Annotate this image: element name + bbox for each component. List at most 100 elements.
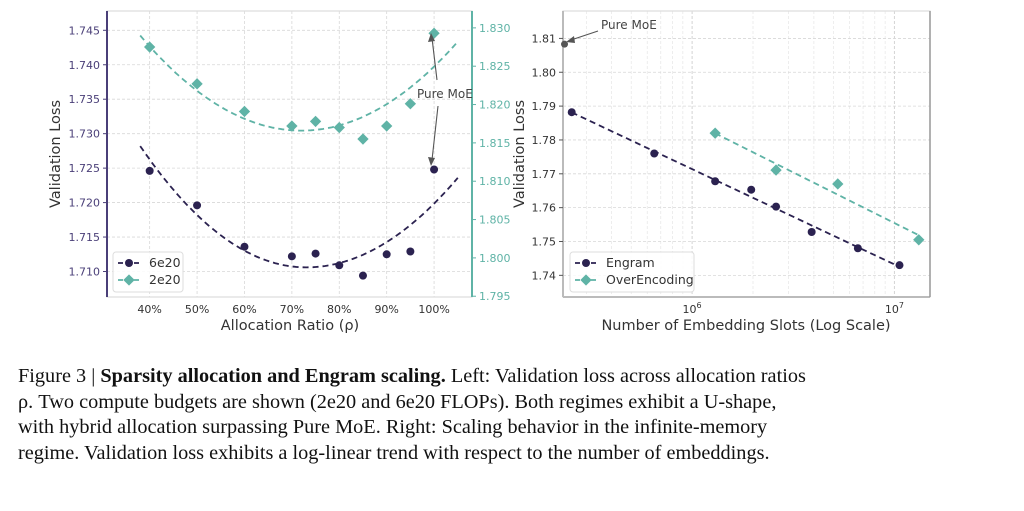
arrowhead-icon xyxy=(566,36,575,43)
x-tick-label: 107 xyxy=(885,301,904,316)
legend-label-2e20: 2e20 xyxy=(149,272,181,287)
y-tick-label-right: 1.825 xyxy=(479,60,511,73)
right-x-axis-label: Number of Embedding Slots (Log Scale) xyxy=(601,318,890,334)
arrowhead-icon xyxy=(428,157,435,166)
y-tick-label-left: 1.720 xyxy=(69,197,101,210)
point-6e20 xyxy=(145,166,154,175)
point-engram xyxy=(747,185,756,194)
x-tick-exponent: 6 xyxy=(697,301,702,310)
point-2e20 xyxy=(357,133,369,145)
left-x-axis-label: Allocation Ratio (ρ) xyxy=(221,318,359,334)
point-engram xyxy=(567,108,576,117)
y-tick-label: 1.80 xyxy=(532,66,557,79)
y-tick-label: 1.76 xyxy=(532,202,557,215)
y-tick-label-left: 1.735 xyxy=(69,93,101,106)
point-2e20 xyxy=(286,120,298,132)
point-6e20 xyxy=(358,271,367,280)
right-chart-x-ticks: 106 107 xyxy=(683,301,904,316)
legend-label-6e20: 6e20 xyxy=(149,255,181,270)
figure-caption: Figure 3 | Sparsity allocation and Engra… xyxy=(18,364,1008,466)
right-chart: 1.741.751.761.771.781.791.801.81 106 107 … xyxy=(512,10,931,334)
caption-line-1: Figure 3 | Sparsity allocation and Engra… xyxy=(18,364,1008,390)
legend-label-engram: Engram xyxy=(606,255,655,270)
caption-bold-title: Sparsity allocation and Engram scaling. xyxy=(100,365,446,387)
left-y-ticks: 1.710 1.715 1.720 1.725 1.730 1.735 1.740 1.745 xyxy=(69,24,107,279)
point-6e20 xyxy=(240,242,249,251)
point-engram xyxy=(895,261,904,270)
point-6e20 xyxy=(193,201,202,210)
point-engram xyxy=(807,228,816,237)
point-overencoding xyxy=(770,164,782,176)
y-tick-label-right: 1.830 xyxy=(479,22,511,35)
annotation-arrow-down xyxy=(431,105,439,161)
left-y-axis-label: Validation Loss xyxy=(48,100,64,208)
right-y-axis-label: Validation Loss xyxy=(512,100,528,208)
y-tick-label-right: 1.805 xyxy=(479,214,511,227)
y-tick-label-right: 1.815 xyxy=(479,137,511,150)
right-legend-box xyxy=(569,251,695,293)
legend-marker-engram xyxy=(582,259,590,267)
point-2e20 xyxy=(144,41,156,53)
fit-curve-2e20 xyxy=(139,34,459,132)
caption-line-4: regime. Validation loss exhibits a log-l… xyxy=(18,441,770,464)
y-tick-label-left: 1.740 xyxy=(69,59,101,72)
point-2e20 xyxy=(238,105,251,118)
legend-marker-overencoding xyxy=(580,274,592,286)
right-chart-y-ticks: 1.74 1.75 1.76 1.77 1.78 1.79 1.80 1.81 xyxy=(532,32,563,282)
x-tick-label: 50% xyxy=(185,303,209,316)
left-annotation: Pure MoE xyxy=(417,33,473,166)
y-tick-label-left: 1.745 xyxy=(69,24,101,37)
y-tick-label: 1.79 xyxy=(532,100,557,113)
annotation-arrow-pure-moe xyxy=(570,30,599,41)
left-legend: 6e20 2e20 xyxy=(112,251,184,293)
y-tick-label-right: 1.795 xyxy=(479,290,511,303)
y-tick-label: 1.78 xyxy=(532,134,557,147)
x-tick-label: 100% xyxy=(418,303,449,316)
point-2e20 xyxy=(309,115,322,128)
point-6e20 xyxy=(311,249,320,258)
x-tick-label: 80% xyxy=(327,303,351,316)
point-2e20 xyxy=(404,98,417,110)
x-tick-label: 90% xyxy=(374,303,398,316)
right-points xyxy=(561,40,925,270)
legend-marker-6e20 xyxy=(125,259,133,267)
figure-charts: 1.7101.7151.7201.7251.7301.7351.7401.745… xyxy=(48,10,931,334)
point-pure-moe xyxy=(561,40,569,48)
y-tick-label: 1.81 xyxy=(532,32,557,45)
point-6e20 xyxy=(335,261,344,270)
left-x-ticks: 40% 50% 60% 70% 80% 90% 100% xyxy=(137,303,449,316)
right-annotation: Pure MoE xyxy=(566,18,657,43)
caption-prefix: Figure 3 | xyxy=(18,365,101,387)
fit-line-overencoding xyxy=(714,132,920,237)
y-tick-label-left: 1.715 xyxy=(69,231,101,244)
annotation-pure-moe-right: Pure MoE xyxy=(601,18,657,32)
x-tick-label: 106 xyxy=(683,301,702,316)
point-6e20 xyxy=(287,252,296,261)
x-tick-label: 60% xyxy=(232,303,256,316)
caption-line-3: with hybrid allocation surpassing Pure M… xyxy=(18,416,768,438)
y-tick-label-right: 1.810 xyxy=(479,175,511,188)
point-overencoding xyxy=(832,178,844,190)
y-tick-label-left: 1.710 xyxy=(69,266,101,279)
point-overencoding xyxy=(709,127,721,139)
point-overencoding xyxy=(913,234,925,246)
point-6e20 xyxy=(430,165,439,174)
legend-label-overencoding: OverEncoding xyxy=(606,272,694,287)
annotation-arrow-up xyxy=(431,37,438,81)
y-tick-label-left: 1.725 xyxy=(69,162,101,175)
fit-line-engram xyxy=(571,111,900,268)
point-engram xyxy=(853,244,862,253)
right-legend: Engram OverEncoding xyxy=(569,251,695,293)
y-tick-label: 1.74 xyxy=(532,269,557,282)
point-2e20 xyxy=(381,120,393,132)
caption-line-1-rest: Left: Validation loss across allocation … xyxy=(445,365,806,387)
y-tick-label-left: 1.730 xyxy=(69,128,101,141)
arrowhead-icon xyxy=(428,33,435,42)
x-tick-label: 70% xyxy=(280,303,304,316)
y-tick-label: 1.77 xyxy=(532,168,557,181)
left-chart: 1.710 1.715 1.720 1.725 1.730 1.735 1.740 1.745… xyxy=(48,10,511,334)
right-fit-lines xyxy=(571,111,920,268)
caption-line-2: ρ. Two compute budgets are shown (2e20 a… xyxy=(18,390,777,413)
left-points xyxy=(144,27,440,280)
x-tick-label: 40% xyxy=(137,303,161,316)
